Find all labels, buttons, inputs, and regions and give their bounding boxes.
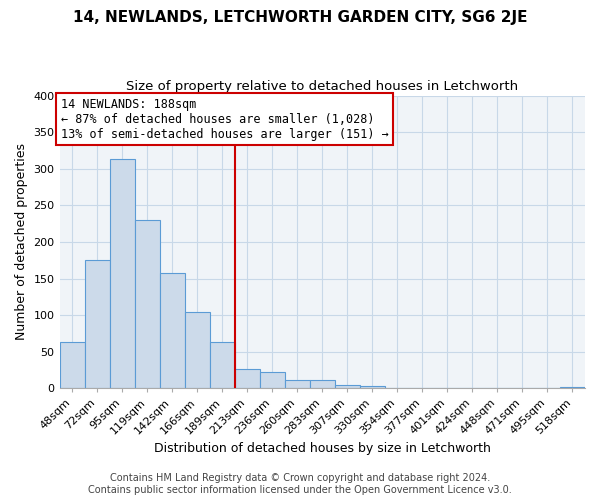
Bar xyxy=(260,372,285,388)
Bar xyxy=(110,160,134,388)
Bar xyxy=(185,312,209,388)
Text: 14, NEWLANDS, LETCHWORTH GARDEN CITY, SG6 2JE: 14, NEWLANDS, LETCHWORTH GARDEN CITY, SG… xyxy=(73,10,527,25)
Bar xyxy=(85,260,110,388)
Bar xyxy=(59,342,85,388)
Bar xyxy=(560,387,585,388)
Bar xyxy=(160,272,185,388)
Bar xyxy=(310,380,335,388)
Text: 14 NEWLANDS: 188sqm
← 87% of detached houses are smaller (1,028)
13% of semi-det: 14 NEWLANDS: 188sqm ← 87% of detached ho… xyxy=(61,98,389,141)
Title: Size of property relative to detached houses in Letchworth: Size of property relative to detached ho… xyxy=(126,80,518,93)
Bar xyxy=(335,385,360,388)
Text: Contains HM Land Registry data © Crown copyright and database right 2024.
Contai: Contains HM Land Registry data © Crown c… xyxy=(88,474,512,495)
Bar xyxy=(209,342,235,388)
X-axis label: Distribution of detached houses by size in Letchworth: Distribution of detached houses by size … xyxy=(154,442,491,455)
Y-axis label: Number of detached properties: Number of detached properties xyxy=(15,144,28,340)
Bar xyxy=(285,380,310,388)
Bar xyxy=(360,386,385,388)
Bar xyxy=(134,220,160,388)
Bar xyxy=(235,370,260,388)
